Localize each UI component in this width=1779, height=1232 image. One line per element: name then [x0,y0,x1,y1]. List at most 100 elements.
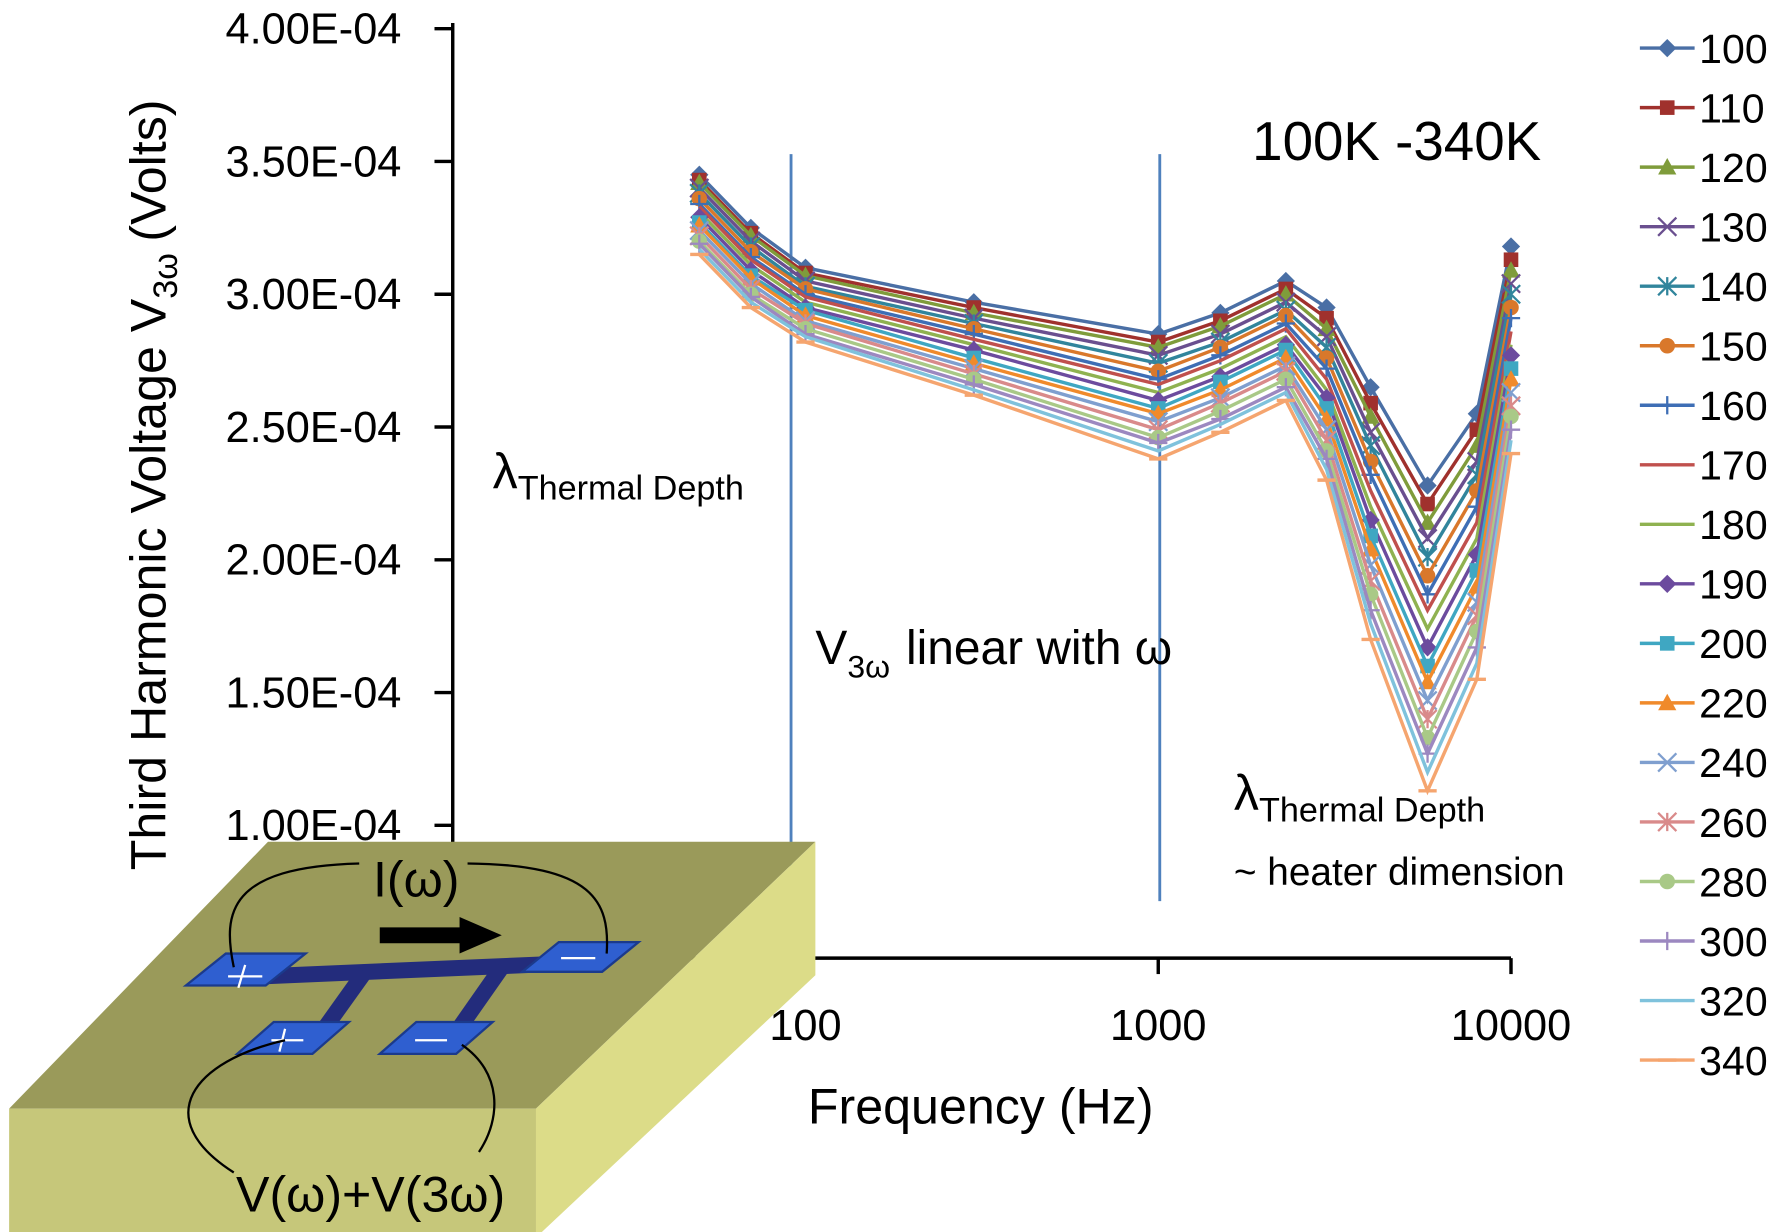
legend-label: 150 [1699,324,1768,370]
legend-label: 140 [1699,264,1768,310]
pad-sign [228,956,596,1052]
marker [1658,396,1677,415]
annotation-sub: Thermal Depth [1259,791,1485,829]
marker [741,226,760,244]
marker [1361,601,1380,620]
current-label: I(ω) [373,852,459,908]
series-line [698,253,1513,796]
heater-line [261,955,557,985]
series-line [698,247,1513,777]
legend-label: 280 [1699,859,1768,905]
inset-diagram: I(ω) V(ω)+V(3ω) [9,841,816,1232]
wire [187,862,609,1174]
y-axis-title: Third Harmonic Voltage V3ω (Volts) [120,99,184,870]
marker [1659,636,1675,651]
y-tick-label: 2.00E-04 [226,537,402,585]
y-tick-label: 3.50E-04 [226,138,402,186]
series-line [698,205,1513,615]
legend-label: 170 [1699,443,1768,489]
series-line [698,186,1513,542]
series-line [698,216,1513,652]
legend-label: 320 [1699,978,1768,1024]
marker [1420,496,1435,512]
series-line [698,221,1513,671]
marker [690,216,709,233]
marker [1657,812,1678,832]
annotation: V3ω linear with ω [815,622,1172,685]
x-axis-title: Frequency (Hz) [808,1078,1154,1134]
legend-label: 200 [1699,621,1768,667]
series-line [698,242,1513,758]
marker [1501,309,1521,328]
y-tick-label: 2.50E-04 [226,404,402,452]
series-line [698,192,1513,561]
marker [690,173,709,191]
y-axis-title-part: Third Harmonic Voltage V [120,298,176,870]
legend: 100 110 120 130 140 150 160 170 180 190 200 220 240 2… [1639,26,1768,1084]
marker [1419,567,1436,584]
marker [1360,435,1381,456]
legend-label: 100 [1699,26,1768,72]
annotation: ~ heater dimension [1234,851,1565,894]
marker [1658,931,1677,951]
series-line [698,197,1513,580]
plot-area: 1.00E-041.50E-042.00E-042.50E-043.00E-04… [120,6,1571,1135]
marker [1503,299,1519,316]
legend-label: 220 [1699,681,1768,727]
marker [1503,408,1519,425]
marker [1658,158,1677,175]
series-line [698,223,1513,686]
current-arrow-head [459,917,502,954]
legend-label: 260 [1699,800,1768,846]
y-axis-title-sub: 3ω [147,253,185,299]
annotation: 100K -340K [1252,110,1541,172]
marker [1418,672,1437,690]
y-tick-label: 1.50E-04 [226,669,402,717]
marker [1503,252,1519,268]
x-tick-label: 1000 [1110,1002,1206,1050]
series-line [698,239,1513,743]
annotation-part: λ [493,443,518,499]
marker [1501,261,1521,278]
annotation: λThermal Depth [493,443,744,507]
marker [1317,359,1336,378]
annotation: λThermal Depth [1234,765,1485,829]
marker [1657,752,1678,773]
marker [1658,38,1677,58]
marker [1659,873,1675,890]
marker [1658,574,1677,593]
legend-label: 340 [1699,1038,1768,1084]
y-tick-label: 3.00E-04 [226,271,402,319]
series-line [698,202,1513,599]
marker [1657,216,1678,237]
marker [1657,276,1678,297]
y-axis-title-part: (Volts) [120,99,176,241]
series-line [698,178,1513,508]
marker [1319,310,1334,326]
legend-label: 120 [1699,145,1768,191]
legend-label: 180 [1699,502,1768,548]
y-tick-label: 4.00E-04 [226,6,402,54]
marker [741,269,760,286]
legend-label: 190 [1699,562,1768,608]
legend-label: 130 [1699,204,1768,250]
annotation-part: V [815,622,847,675]
voltage-label: V(ω)+V(3ω) [236,1166,505,1222]
series-line [698,234,1513,724]
marker [1659,337,1675,354]
marker [1501,237,1521,256]
marker [1501,370,1521,387]
substrate-front [9,1108,536,1232]
annotation-part: linear with ω [906,622,1172,675]
legend-label: 240 [1699,740,1768,786]
series-line [698,181,1513,526]
annotation-part: λ [1234,765,1259,821]
substrate-side [535,841,816,1232]
marker [1418,513,1437,530]
legend-label: 160 [1699,383,1768,429]
series-line [698,210,1513,633]
annotation-sub: 3ω [847,649,890,685]
marker [1659,100,1675,115]
